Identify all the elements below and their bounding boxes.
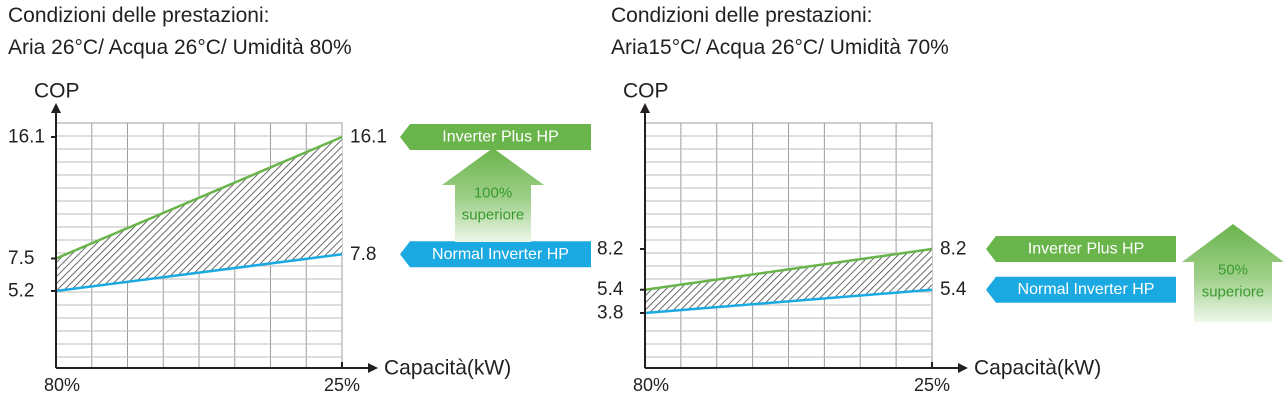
chart1-series-line-normal-inverter (55, 253, 343, 293)
chart2-improvement-arrow (1182, 224, 1284, 322)
chart2-y-tick-label: 5.4 (597, 279, 624, 300)
chart1-improvement-text: superiore (462, 207, 525, 224)
chart1-x-tick-label: 25% (324, 375, 360, 395)
chart1-x-axis-label: Capacità(kW) (384, 357, 511, 380)
conditions-detail-right: Aria15°C/ Acqua 26°C/ Umidità 70% (611, 36, 949, 59)
conditions-title-right: Condizioni delle prestazioni: (611, 4, 873, 27)
chart1-difference-area (56, 137, 342, 291)
chart2-legend-normal-inverter-tag (986, 276, 1176, 303)
chart2-x-axis-label: Capacità(kW) (974, 357, 1101, 380)
chart1-end-value-normal-inverter: 7.8 (350, 244, 376, 265)
chart2-improvement-text: superiore (1202, 284, 1265, 301)
chart1-legend-inverter-plus-tag-label: Inverter Plus HP (442, 129, 558, 146)
chart2-y-axis-arrow (640, 103, 650, 113)
chart1-end-value-inverter-plus: 16.1 (350, 127, 387, 148)
chart2-series-line-inverter-plus (644, 247, 933, 291)
chart2-legend-inverter-plus-tag (986, 236, 1176, 262)
chart2-end-value-inverter-plus: 8.2 (940, 239, 966, 260)
chart1-x-axis-arrow (368, 363, 378, 373)
chart2-legend-normal-inverter-tag-label: Normal Inverter HP (1018, 281, 1155, 298)
chart2-x-axis-arrow (958, 363, 968, 373)
conditions-right: Condizioni delle prestazioni: Aria15°C/ … (611, 0, 949, 64)
chart1-y-axis-label: COP (34, 80, 80, 103)
chart2-y-tick-label: 8.2 (597, 239, 623, 260)
chart1-legend-normal-inverter-tag-label: Normal Inverter HP (432, 246, 569, 263)
chart1-y-tick-label: 7.5 (8, 248, 34, 269)
chart1-legend-inverter-plus-tag (400, 124, 591, 150)
chart1-x-tick-label: 80% (44, 375, 80, 395)
chart2-end-value-normal-inverter: 5.4 (940, 279, 967, 300)
chart1-series-line-inverter-plus (55, 135, 343, 260)
conditions-title-left: Condizioni delle prestazioni: (8, 4, 270, 27)
chart1-y-axis-arrow (51, 103, 61, 113)
chart1-y-tick-label: 16.1 (8, 127, 45, 148)
chart2-y-axis-label: COP (623, 80, 669, 103)
chart2-x-tick-label: 25% (914, 375, 950, 395)
chart2-improvement-percent: 50% (1218, 262, 1248, 279)
chart2-y-tick-label: 3.8 (597, 303, 623, 324)
chart1-improvement-arrow (442, 148, 544, 242)
chart1-y-tick-label: 5.2 (8, 281, 34, 302)
chart1-legend-normal-inverter-tag (400, 241, 591, 268)
chart2-difference-area (645, 249, 932, 313)
chart2-series-line-normal-inverter (644, 288, 933, 315)
chart2-x-tick-label: 80% (633, 375, 669, 395)
conditions-left: Condizioni delle prestazioni: Aria 26°C/… (8, 0, 352, 64)
chart2-legend-inverter-plus-tag-label: Inverter Plus HP (1028, 241, 1144, 258)
chart1-improvement-percent: 100% (474, 185, 512, 202)
conditions-detail-left: Aria 26°C/ Acqua 26°C/ Umidità 80% (8, 36, 352, 59)
